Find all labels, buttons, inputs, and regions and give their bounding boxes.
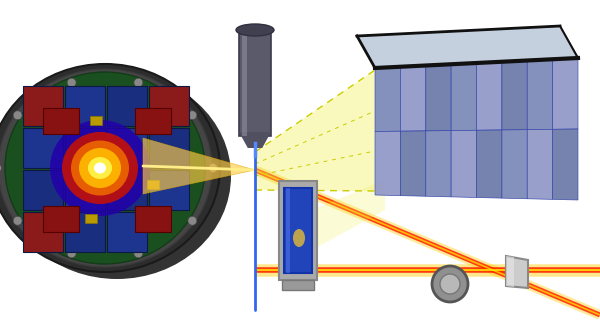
Circle shape (134, 249, 143, 258)
Polygon shape (527, 59, 553, 130)
Bar (147, 180, 159, 189)
Bar (85, 214, 97, 223)
Ellipse shape (50, 120, 150, 216)
Bar (23, 170, 63, 210)
Ellipse shape (5, 72, 205, 264)
Polygon shape (476, 62, 502, 130)
Polygon shape (375, 58, 578, 200)
Ellipse shape (71, 141, 129, 195)
Bar (107, 86, 147, 126)
Polygon shape (400, 65, 426, 131)
Bar (107, 212, 147, 252)
Bar (23, 212, 63, 252)
Polygon shape (400, 131, 426, 196)
Ellipse shape (0, 64, 220, 272)
Ellipse shape (293, 229, 305, 247)
Bar (43, 108, 79, 134)
Polygon shape (375, 131, 400, 196)
Polygon shape (426, 64, 451, 131)
Polygon shape (426, 131, 451, 197)
Bar (239, 30, 271, 136)
Polygon shape (506, 256, 514, 287)
Polygon shape (143, 138, 255, 194)
Bar (43, 206, 79, 232)
Circle shape (134, 78, 143, 87)
Bar (286, 187, 290, 273)
Circle shape (67, 249, 76, 258)
Circle shape (67, 78, 76, 87)
Bar (107, 128, 147, 168)
Circle shape (0, 163, 1, 173)
Circle shape (440, 274, 460, 294)
Ellipse shape (3, 73, 231, 279)
Polygon shape (375, 67, 400, 131)
Bar (279, 181, 317, 280)
Ellipse shape (88, 157, 112, 179)
Ellipse shape (79, 148, 121, 188)
Bar (282, 280, 314, 289)
Polygon shape (506, 256, 528, 288)
Bar (242, 30, 247, 136)
Bar (90, 116, 102, 125)
Ellipse shape (94, 162, 106, 174)
Bar (149, 170, 189, 210)
Polygon shape (553, 58, 578, 129)
Bar (65, 170, 105, 210)
Bar (65, 212, 105, 252)
Bar (65, 86, 105, 126)
Polygon shape (451, 130, 476, 197)
Circle shape (13, 216, 22, 225)
Polygon shape (502, 60, 527, 130)
Polygon shape (527, 129, 553, 199)
Polygon shape (553, 129, 578, 200)
Bar (23, 128, 63, 168)
Circle shape (13, 111, 22, 120)
Circle shape (432, 266, 468, 302)
Bar (107, 170, 147, 210)
Polygon shape (357, 26, 578, 68)
Polygon shape (502, 130, 527, 199)
Bar (135, 206, 171, 232)
Polygon shape (255, 70, 375, 191)
Circle shape (209, 163, 218, 173)
Bar (23, 86, 63, 126)
Polygon shape (476, 130, 502, 198)
Ellipse shape (62, 132, 138, 204)
Bar (149, 86, 189, 126)
Bar (135, 108, 171, 134)
Circle shape (188, 216, 197, 225)
Bar (149, 128, 189, 168)
Bar (65, 128, 105, 168)
Bar (284, 187, 312, 273)
Polygon shape (312, 180, 385, 250)
Ellipse shape (236, 24, 274, 36)
Circle shape (188, 111, 197, 120)
Polygon shape (239, 132, 271, 148)
Polygon shape (451, 63, 476, 131)
Ellipse shape (0, 69, 212, 267)
